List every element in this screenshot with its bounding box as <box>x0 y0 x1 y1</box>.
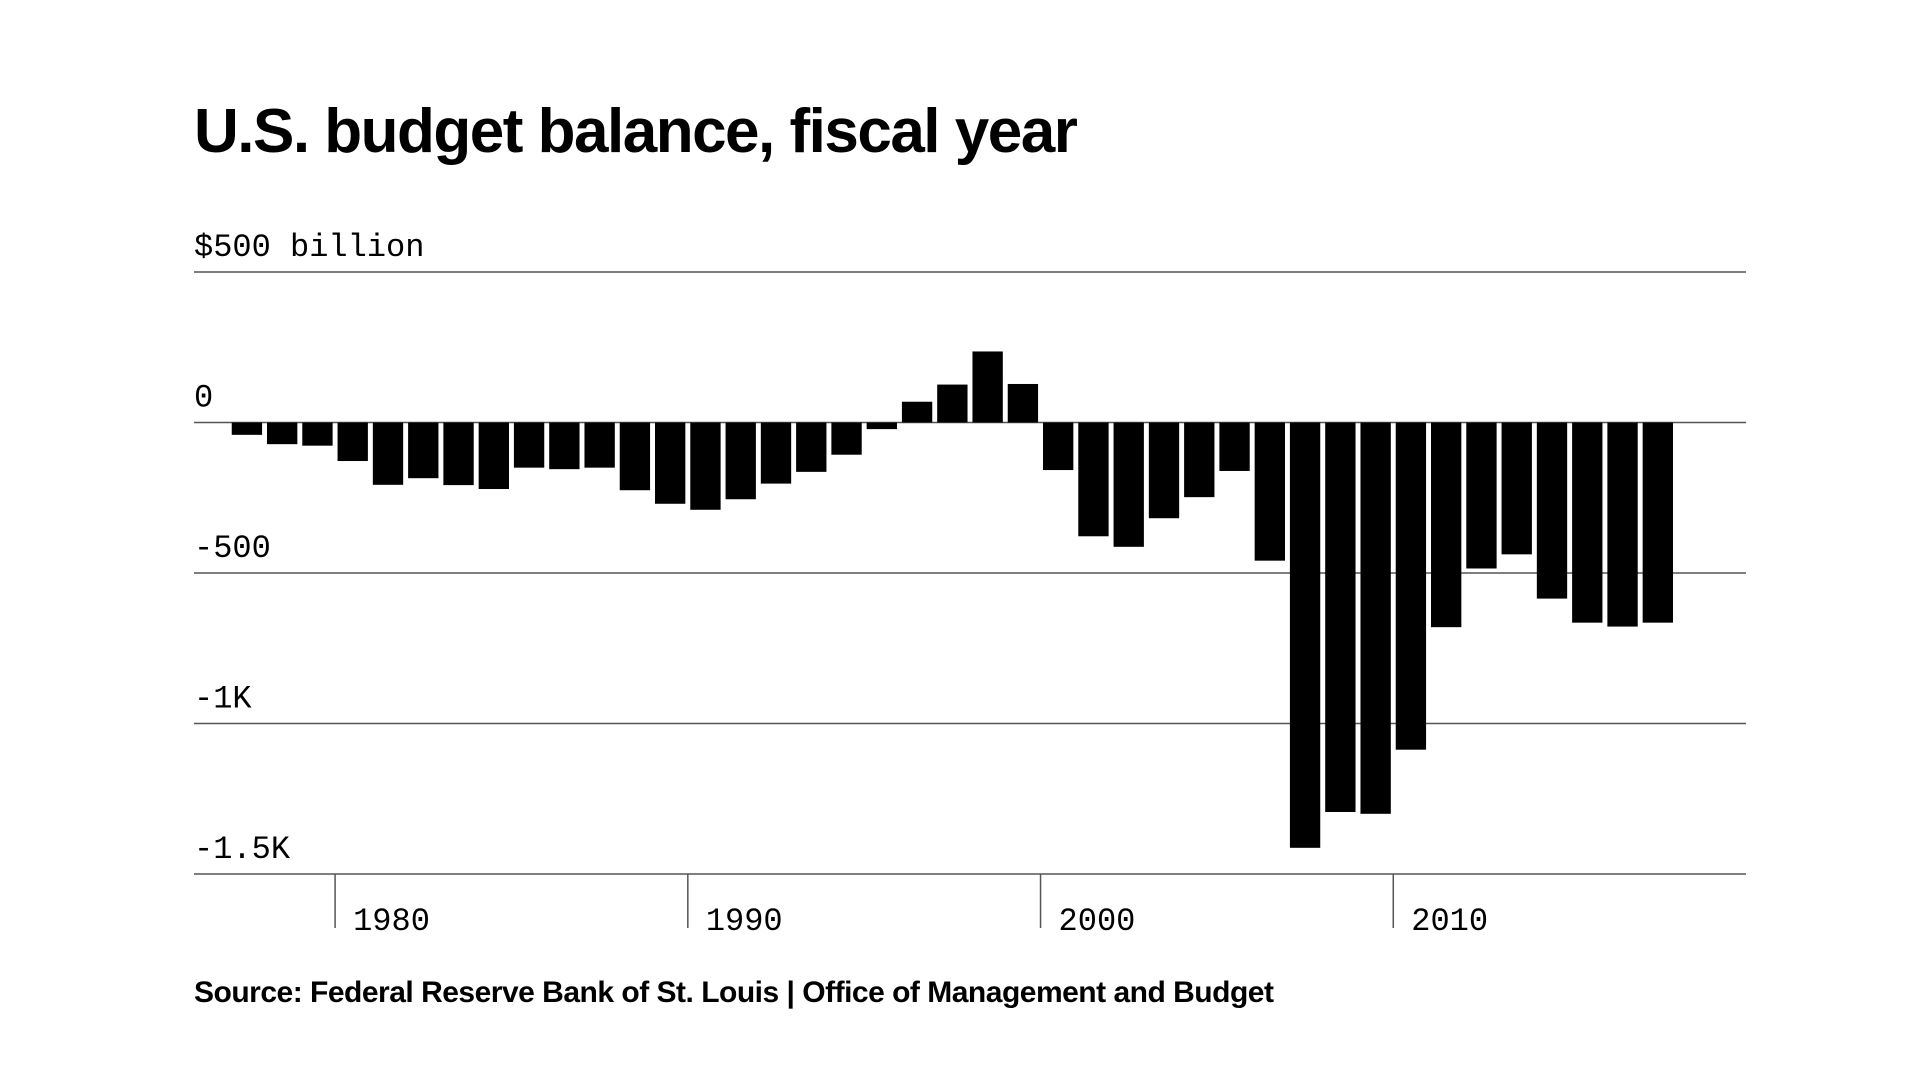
gridlines <box>194 271 1746 875</box>
bar-2002 <box>1113 422 1144 547</box>
y-tick-label: $500 billion <box>194 229 424 266</box>
bar-1985 <box>513 422 545 468</box>
x-axis: 1980 1990 2000 2010 <box>334 874 1488 940</box>
x-tick-label: 2000 <box>1059 903 1136 940</box>
bar-2015 <box>1572 422 1603 623</box>
bar-2008 <box>1325 422 1356 812</box>
y-tick-label: -1K <box>194 681 252 718</box>
y-tick-label: 0 <box>194 380 213 417</box>
bar-1994 <box>831 422 862 455</box>
bar-1982 <box>408 422 439 479</box>
bars <box>231 351 1673 848</box>
bar-1995 <box>866 422 897 430</box>
bar-2001 <box>1078 422 1109 537</box>
bar-1997 <box>937 384 968 423</box>
bar-2009 <box>1360 422 1391 814</box>
bar-2000 <box>1043 422 1074 471</box>
bar-1992 <box>760 422 792 484</box>
bar-1987 <box>584 422 615 468</box>
bar-2006 <box>1254 422 1285 561</box>
bar-1986 <box>549 422 580 470</box>
x-tick-label: 1980 <box>353 903 430 940</box>
bar-1989 <box>655 422 686 504</box>
y-axis-labels: $500 billion 0 -500 -1K -1.5K <box>194 229 424 868</box>
bar-2004 <box>1184 422 1215 498</box>
source-note: Source: Federal Reserve Bank of St. Loui… <box>194 976 1274 1009</box>
bar-2003 <box>1148 422 1180 519</box>
y-tick-label: -500 <box>194 530 271 567</box>
bar-1984 <box>478 422 509 490</box>
bar-2011 <box>1431 422 1462 628</box>
chart-title: U.S. budget balance, fiscal year <box>194 97 1078 166</box>
bar-2005 <box>1219 422 1250 471</box>
bar-1988 <box>619 422 651 491</box>
bar-1991 <box>725 422 756 500</box>
bar-1979 <box>302 422 333 446</box>
bar-1996 <box>901 401 933 423</box>
bar-1980 <box>337 422 368 462</box>
bar-1999 <box>1007 383 1039 423</box>
bar-2014 <box>1536 422 1568 599</box>
bar-1990 <box>690 422 721 510</box>
bar-1978 <box>267 422 298 445</box>
y-tick-label: -1.5K <box>194 831 291 868</box>
bar-2010 <box>1395 422 1427 750</box>
x-tick-label: 1990 <box>706 903 783 940</box>
bar-1998 <box>972 351 1003 423</box>
bar-2013 <box>1501 422 1532 555</box>
bar-1983 <box>443 422 474 486</box>
bar-2016 <box>1607 422 1638 627</box>
bar-2007 <box>1289 422 1321 848</box>
bar-1977 <box>231 422 263 435</box>
bar-2017 <box>1642 422 1673 623</box>
bar-1993 <box>796 422 827 472</box>
bar-2012 <box>1466 422 1497 569</box>
x-tick-label: 2010 <box>1411 903 1488 940</box>
bar-1981 <box>372 422 404 485</box>
